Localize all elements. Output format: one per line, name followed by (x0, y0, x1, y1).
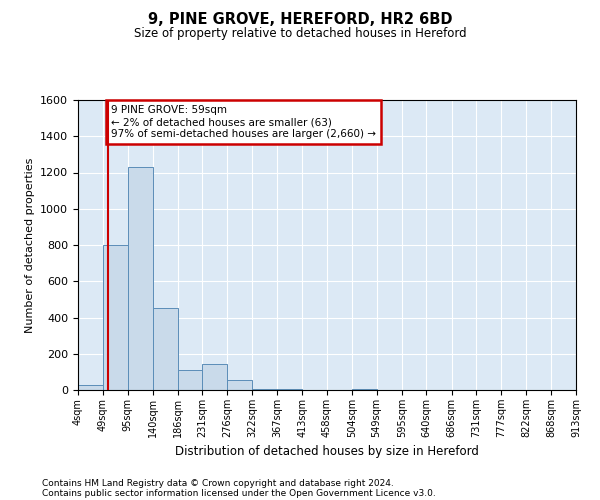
Bar (227, 380, 252, 390)
Text: 9, PINE GROVE, HEREFORD, HR2 6BD: 9, PINE GROVE, HEREFORD, HR2 6BD (148, 12, 452, 28)
Bar (277, 389, 302, 390)
X-axis label: Distribution of detached houses by size in Hereford: Distribution of detached houses by size … (175, 446, 479, 458)
Bar (78, 384, 103, 390)
Text: Contains HM Land Registry data © Crown copyright and database right 2024.: Contains HM Land Registry data © Crown c… (42, 478, 394, 488)
Bar (178, 370, 202, 390)
Bar (128, 167, 152, 390)
Bar (202, 364, 227, 390)
Text: Size of property relative to detached houses in Hereford: Size of property relative to detached ho… (134, 28, 466, 40)
Bar (252, 389, 277, 390)
Text: 9 PINE GROVE: 59sqm
← 2% of detached houses are smaller (63)
97% of semi-detache: 9 PINE GROVE: 59sqm ← 2% of detached hou… (111, 106, 376, 138)
Text: Contains public sector information licensed under the Open Government Licence v3: Contains public sector information licen… (42, 488, 436, 498)
Bar (352, 389, 377, 390)
Bar (152, 308, 178, 390)
Bar (103, 245, 128, 390)
Y-axis label: Number of detached properties: Number of detached properties (25, 158, 35, 332)
